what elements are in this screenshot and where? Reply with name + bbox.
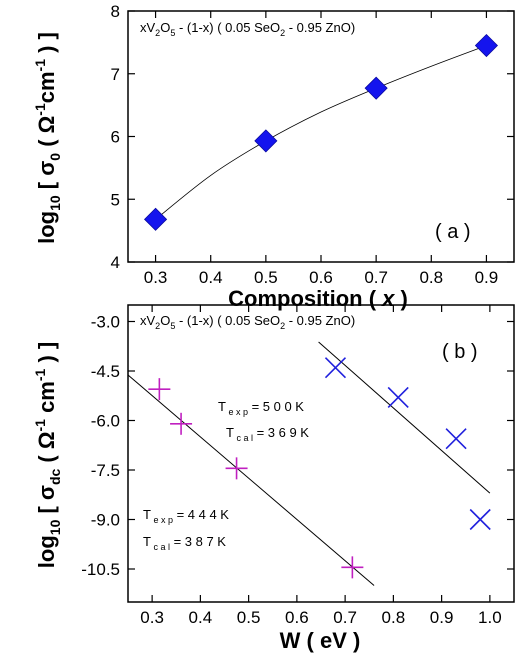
y-tick-label: 6 [111,128,120,147]
panel-b-ylabel: log10 [ σdc ( Ω-1 cm-1 ) ] [32,342,63,568]
data-point-diamond [474,33,498,58]
data-point-plus [225,457,248,480]
panel-b-frame [127,304,515,603]
panel-b-points [148,357,491,579]
t-exp-series-1: T e x p = 4 4 4 K [143,507,229,525]
panel-a-points [144,33,498,231]
panel-b-annotation: xV2O5 - (1-x) ( 0.05 SeO2 - 0.95 ZnO) [140,313,355,331]
panel-a-annotation: xV2O5 - (1-x) ( 0.05 SeO2 - 0.95 ZnO) [140,20,355,38]
panel-a-xlabel: Composition ( x ) [228,286,408,311]
panel-a-ylabel: log10 [ σ0 ( Ω-1cm-1 ) ] [32,32,63,244]
data-point-cross [324,357,347,379]
panel-a-ticks [128,10,514,263]
data-point-diamond [364,76,388,100]
panel-b-fit-lines [127,341,491,586]
panel-b: 0.3 0.4 0.5 0.6 0.7 0.8 0.9 1.0 -3.0 -4.5 -6.0 -7.5… [32,304,515,653]
y-tick-label: 4 [111,253,120,272]
y-tick-label: -6.0 [91,412,120,431]
x-tick-label: 0.4 [199,268,223,287]
x-tick-label: 0.8 [419,268,443,287]
panel-b-ticks [128,305,514,602]
x-tick-label: 0.6 [309,268,333,287]
x-tick-label: 0.4 [189,608,213,627]
panel-a: 0.3 0.4 0.5 0.6 0.7 0.8 0.9 4 5 6 7 8 xV2O5 - (1-x)… [32,2,515,311]
data-point-diamond [254,129,278,153]
y-tick-label: -4.5 [91,362,120,381]
t-exp-series-2: T e x p = 5 0 0 K [218,399,304,417]
data-point-plus [341,556,364,579]
panel-b-xlabel: W ( eV ) [280,628,361,653]
panel-b-tick-labels: 0.3 0.4 0.5 0.6 0.7 0.8 0.9 1.0 -3.0 -4.5 -6.0 -7.5… [81,313,501,628]
panel-a-label: ( a ) [435,221,471,243]
x-tick-label: 0.5 [254,268,278,287]
y-tick-label: -7.5 [91,461,120,480]
fit-line-series-1 [127,374,375,586]
y-tick-label: -9.0 [91,511,120,530]
x-tick-label: 0.6 [285,608,309,627]
data-point-plus [170,412,193,435]
panel-a-tick-labels: 0.3 0.4 0.5 0.6 0.7 0.8 0.9 4 5 6 7 8 [111,2,499,287]
x-tick-label: 0.7 [333,608,357,627]
y-tick-label: 8 [111,2,120,21]
x-tick-label: 0.8 [382,608,406,627]
x-tick-label: 0.3 [144,268,168,287]
data-point-plus [148,378,171,401]
panel-b-label: ( b ) [442,341,478,363]
x-tick-label: 0.9 [475,268,499,287]
y-tick-label: -10.5 [81,560,120,579]
y-tick-label: 7 [111,65,120,84]
panel-a-fit-curve [155,45,487,220]
x-tick-label: 0.7 [364,268,388,287]
x-tick-label: 0.5 [237,608,261,627]
x-tick-label: 0.3 [140,608,164,627]
data-point-diamond [144,207,168,231]
y-tick-label: 5 [111,190,120,209]
x-tick-label: 0.9 [430,608,454,627]
data-point-cross [387,386,409,408]
data-point-cross [445,428,467,450]
t-cal-series-1: T c a l = 3 8 7 K [143,534,226,552]
fit-line-series-2 [318,341,491,494]
t-cal-series-2: T c a l = 3 6 9 K [226,425,309,443]
x-tick-label: 1.0 [478,608,502,627]
y-tick-label: -3.0 [91,313,120,332]
data-point-cross [469,508,491,531]
